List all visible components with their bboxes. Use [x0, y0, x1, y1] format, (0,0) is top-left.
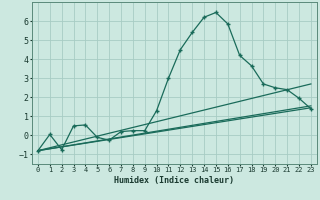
- X-axis label: Humidex (Indice chaleur): Humidex (Indice chaleur): [115, 176, 234, 185]
